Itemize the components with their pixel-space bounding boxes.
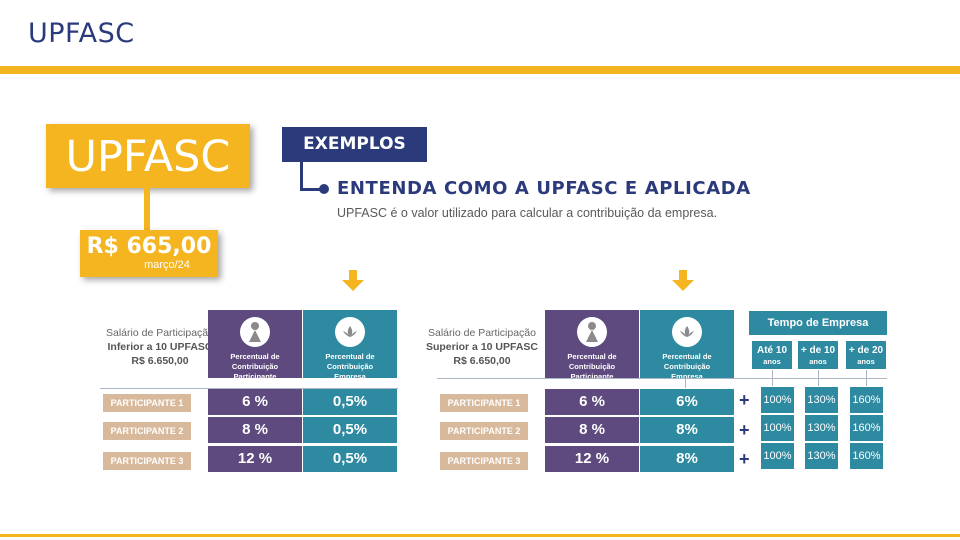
- slide-title: UPFASC: [28, 18, 135, 49]
- header-participant: Percentual de Contribuição Participante: [208, 310, 302, 381]
- condition-line: R$ 6.650,00: [131, 355, 189, 367]
- tempo-col: Até 10 anos: [752, 341, 792, 369]
- participant-label: PARTICIPANTE 3: [103, 452, 191, 470]
- arrow-down-icon: [342, 270, 364, 291]
- condition-line: Salário de Participação: [428, 327, 536, 339]
- upfasc-date: março/24: [144, 259, 190, 271]
- bottom-divider: [0, 534, 960, 537]
- lotus-icon: [335, 317, 365, 347]
- condition-left: Salário de Participação Inferior a 10 UP…: [85, 326, 235, 368]
- top-divider: [0, 66, 960, 74]
- tempo-col-main: Até 10: [756, 345, 787, 356]
- cell-company: 0,5%: [303, 446, 397, 472]
- row-divider: [437, 378, 887, 379]
- cell-company: 6%: [640, 389, 734, 415]
- header-company: Percentual de Contribuição Empresa: [640, 310, 734, 381]
- upfasc-title-box: UPFASC: [46, 124, 250, 188]
- tempo-col: + de 10 anos: [798, 341, 838, 369]
- upfasc-value: R$ 665,00: [86, 234, 212, 259]
- tempo-header: Tempo de Empresa: [749, 311, 887, 335]
- connector: [818, 370, 819, 386]
- upfasc-value-box: R$ 665,00 março/24: [80, 230, 218, 277]
- tempo-cell: 130%: [805, 387, 838, 413]
- examples-heading: ENTENDA COMO A UPFASC E APLICADA: [337, 178, 751, 199]
- bracket-line-h: [300, 188, 322, 191]
- condition-line: R$ 6.650,00: [453, 355, 511, 367]
- participant-label: PARTICIPANTE 2: [103, 422, 191, 440]
- plus-sign: +: [739, 390, 750, 410]
- lotus-icon: [672, 317, 702, 347]
- tempo-cell: 160%: [850, 415, 883, 441]
- cell-participant: 12 %: [545, 446, 639, 472]
- participant-label: PARTICIPANTE 2: [440, 422, 528, 440]
- person-icon: [577, 317, 607, 347]
- tempo-cell: 130%: [805, 415, 838, 441]
- connector-line: [144, 188, 150, 230]
- plus-sign: +: [739, 449, 750, 469]
- header-participant: Percentual de Contribuição Participante: [545, 310, 639, 381]
- tempo-col-main: + de 20: [848, 345, 884, 356]
- tempo-cell: 100%: [761, 387, 794, 413]
- condition-right: Salário de Participação Superior a 10 UP…: [407, 326, 557, 368]
- tempo-col: + de 20 anos: [846, 341, 886, 369]
- tempo-col-main: + de 10: [800, 345, 836, 356]
- tempo-cell: 100%: [761, 415, 794, 441]
- cell-company: 8%: [640, 446, 734, 472]
- connector: [685, 378, 686, 388]
- plus-sign: +: [739, 420, 750, 440]
- cell-participant: 8 %: [208, 417, 302, 443]
- cell-company: 8%: [640, 417, 734, 443]
- cell-participant: 8 %: [545, 417, 639, 443]
- tempo-col-sub: anos: [763, 357, 781, 366]
- header-company: Percentual de Contribuição Empresa: [303, 310, 397, 381]
- tempo-cell: 130%: [805, 443, 838, 469]
- tempo-cell: 100%: [761, 443, 794, 469]
- condition-line: Salário de Participação: [106, 327, 214, 339]
- connector: [866, 370, 867, 386]
- cell-participant: 6 %: [545, 389, 639, 415]
- bracket-dot: [319, 184, 329, 194]
- examples-description: UPFASC é o valor utilizado para calcular…: [337, 206, 718, 220]
- participant-label: PARTICIPANTE 1: [440, 394, 528, 412]
- header-label: Percentual de Contribuição Participante: [567, 352, 617, 381]
- tempo-cell: 160%: [850, 443, 883, 469]
- condition-line: Superior a 10 UPFASC: [425, 341, 539, 353]
- tempo-cell: 160%: [850, 387, 883, 413]
- participant-label: PARTICIPANTE 3: [440, 452, 528, 470]
- header-label: Percentual de Contribuição Participante: [230, 352, 280, 381]
- person-icon: [240, 317, 270, 347]
- header-label: Percentual de Contribuição Empresa: [325, 352, 375, 381]
- bracket-line: [300, 162, 303, 190]
- condition-line: Inferior a 10 UPFASC: [107, 341, 213, 353]
- row-divider: [100, 388, 398, 389]
- connector: [772, 370, 773, 386]
- arrow-down-icon: [672, 270, 694, 291]
- tempo-col-sub: anos: [857, 357, 875, 366]
- cell-participant: 6 %: [208, 389, 302, 415]
- cell-company: 0,5%: [303, 389, 397, 415]
- participant-label: PARTICIPANTE 1: [103, 394, 191, 412]
- cell-company: 0,5%: [303, 417, 397, 443]
- tempo-col-sub: anos: [809, 357, 827, 366]
- cell-participant: 12 %: [208, 446, 302, 472]
- examples-badge: EXEMPLOS: [282, 127, 427, 162]
- header-label: Percentual de Contribuição Empresa: [662, 352, 712, 381]
